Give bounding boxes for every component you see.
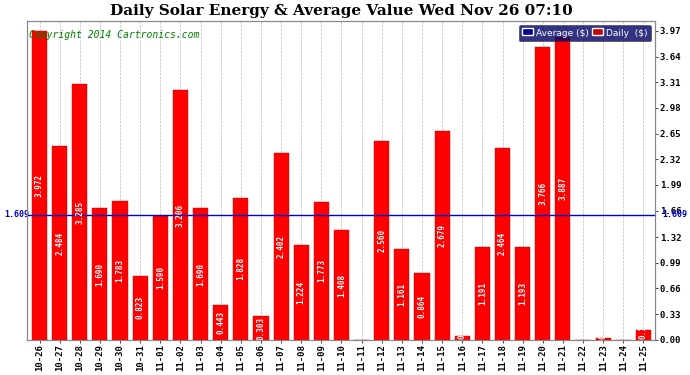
- Bar: [72, 84, 88, 340]
- Text: 1.609: 1.609: [4, 210, 30, 219]
- Text: 1.224: 1.224: [297, 280, 306, 304]
- Text: 2.560: 2.560: [377, 229, 386, 252]
- Text: 1.609: 1.609: [662, 210, 687, 219]
- Text: 2.402: 2.402: [277, 235, 286, 258]
- Bar: [152, 216, 168, 340]
- Text: 1.191: 1.191: [478, 282, 487, 305]
- Text: 1.161: 1.161: [397, 283, 406, 306]
- Bar: [213, 305, 228, 340]
- Text: 1.690: 1.690: [95, 262, 104, 286]
- Bar: [415, 273, 430, 340]
- Text: 1.193: 1.193: [518, 282, 527, 305]
- Bar: [515, 247, 530, 340]
- Bar: [273, 153, 288, 340]
- Text: 1.408: 1.408: [337, 273, 346, 297]
- Bar: [555, 37, 571, 340]
- Text: 0.122: 0.122: [639, 316, 648, 339]
- Bar: [112, 201, 128, 340]
- Bar: [535, 47, 551, 340]
- Bar: [52, 147, 67, 340]
- Text: 0.303: 0.303: [257, 316, 266, 340]
- Bar: [32, 31, 47, 340]
- Bar: [435, 131, 450, 340]
- Text: 0.823: 0.823: [136, 296, 145, 320]
- Text: 0.864: 0.864: [417, 295, 426, 318]
- Bar: [495, 148, 510, 340]
- Text: 0.055: 0.055: [457, 316, 466, 339]
- Text: 1.590: 1.590: [156, 266, 165, 290]
- Text: 3.887: 3.887: [558, 177, 567, 200]
- Text: 3.206: 3.206: [176, 204, 185, 226]
- Bar: [334, 230, 349, 340]
- Text: 2.679: 2.679: [437, 224, 446, 247]
- Bar: [314, 202, 329, 340]
- Text: 3.972: 3.972: [35, 174, 44, 197]
- Text: Copyright 2014 Cartronics.com: Copyright 2014 Cartronics.com: [30, 30, 200, 40]
- Title: Daily Solar Energy & Average Value Wed Nov 26 07:10: Daily Solar Energy & Average Value Wed N…: [110, 4, 573, 18]
- Text: 0.443: 0.443: [216, 311, 225, 334]
- Legend: Average ($), Daily  ($): Average ($), Daily ($): [519, 25, 651, 42]
- Bar: [475, 247, 490, 340]
- Text: 3.285: 3.285: [75, 200, 84, 223]
- Bar: [173, 90, 188, 340]
- Text: 1.773: 1.773: [317, 259, 326, 282]
- Bar: [394, 249, 409, 340]
- Bar: [595, 338, 611, 340]
- Text: 0.027: 0.027: [599, 316, 608, 339]
- Bar: [294, 244, 308, 340]
- Bar: [253, 316, 268, 340]
- Bar: [636, 330, 651, 340]
- Text: 1.690: 1.690: [196, 262, 205, 286]
- Text: 1.828: 1.828: [236, 257, 246, 280]
- Bar: [455, 336, 470, 340]
- Text: 2.464: 2.464: [498, 232, 507, 255]
- Bar: [132, 276, 148, 340]
- Bar: [193, 208, 208, 340]
- Bar: [233, 198, 248, 340]
- Text: 3.766: 3.766: [538, 182, 547, 205]
- Text: 1.783: 1.783: [115, 259, 125, 282]
- Text: 2.484: 2.484: [55, 232, 64, 255]
- Bar: [92, 208, 108, 340]
- Bar: [374, 141, 389, 340]
